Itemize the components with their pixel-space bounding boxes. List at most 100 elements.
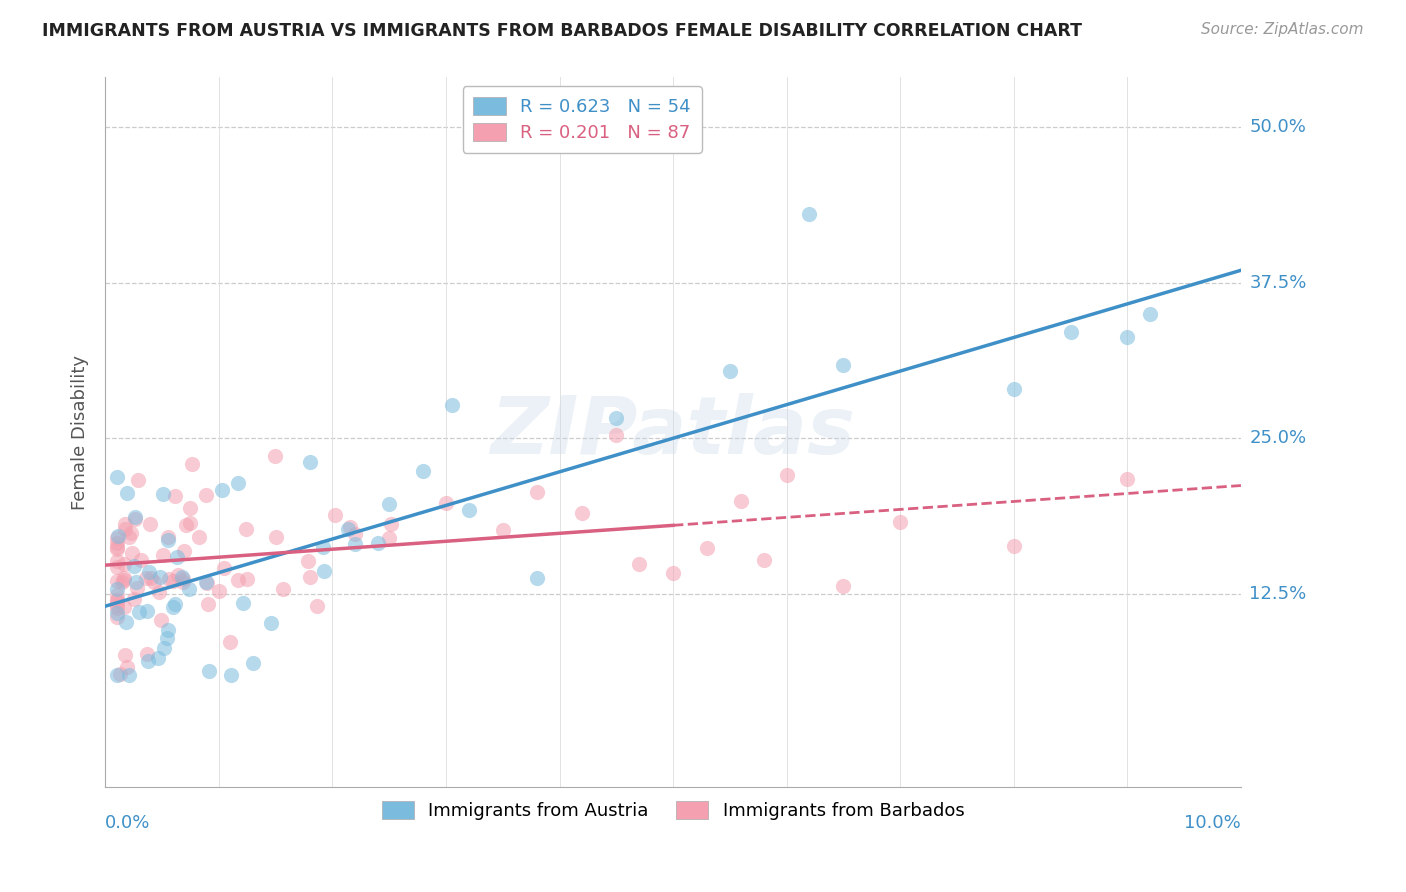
Legend: Immigrants from Austria, Immigrants from Barbados: Immigrants from Austria, Immigrants from… (374, 794, 972, 827)
Point (112, 573, 135, 587)
Point (242, 657, 264, 671)
Point (167, 568, 190, 582)
Point (344, 526, 367, 541)
Point (832, 579, 855, 593)
Point (141, 571, 163, 585)
Point (172, 572, 194, 586)
Point (124, 510, 146, 524)
Point (105, 542, 128, 557)
Point (166, 549, 188, 564)
Point (219, 635, 242, 649)
Point (105, 536, 128, 550)
Point (152, 548, 174, 562)
Point (105, 598, 128, 612)
Text: 37.5%: 37.5% (1250, 274, 1306, 292)
Point (226, 476, 249, 491)
Point (115, 485, 138, 500)
Point (124, 591, 146, 606)
Text: Source: ZipAtlas.com: Source: ZipAtlas.com (1201, 22, 1364, 37)
Point (226, 573, 249, 587)
Point (142, 575, 165, 590)
Point (111, 574, 134, 589)
Text: 0.0%: 0.0% (105, 814, 150, 832)
Point (152, 487, 174, 501)
Point (195, 488, 218, 502)
Point (105, 582, 128, 596)
Point (177, 582, 200, 596)
Point (112, 599, 135, 614)
Point (155, 631, 177, 645)
Point (127, 473, 149, 487)
Text: IMMIGRANTS FROM AUSTRIA VS IMMIGRANTS FROM BARBADOS FEMALE DISABILITY CORRELATIO: IMMIGRANTS FROM AUSTRIA VS IMMIGRANTS FR… (42, 22, 1083, 40)
Point (378, 531, 401, 545)
Text: ZIPatlas: ZIPatlas (491, 393, 856, 471)
Point (271, 582, 294, 597)
Point (172, 575, 194, 590)
Point (105, 574, 128, 588)
Point (1002, 382, 1025, 396)
Point (125, 581, 148, 595)
Point (172, 570, 194, 584)
Point (221, 667, 243, 681)
Point (112, 557, 135, 571)
Point (775, 468, 797, 483)
Point (236, 572, 259, 586)
Point (108, 666, 131, 681)
Point (165, 490, 187, 504)
Point (197, 665, 219, 679)
Point (339, 519, 361, 533)
Point (380, 516, 402, 531)
Point (297, 554, 319, 568)
Point (124, 512, 146, 526)
Point (105, 593, 128, 607)
Point (157, 623, 180, 637)
Point (367, 536, 389, 550)
Point (298, 454, 321, 468)
Point (162, 574, 184, 588)
Point (135, 604, 157, 618)
Point (118, 667, 141, 681)
Point (135, 571, 157, 585)
Point (208, 584, 231, 599)
Point (259, 616, 281, 631)
Point (344, 537, 367, 551)
Point (122, 559, 145, 574)
Point (139, 516, 162, 531)
Point (173, 544, 195, 558)
Point (179, 516, 201, 530)
Point (235, 522, 257, 536)
Point (120, 526, 142, 541)
Point (434, 495, 457, 509)
Text: 12.5%: 12.5% (1250, 585, 1306, 603)
Point (312, 564, 335, 578)
Point (662, 566, 685, 581)
Point (148, 585, 170, 599)
Point (571, 506, 593, 520)
Point (627, 557, 650, 571)
Point (323, 508, 346, 523)
Point (162, 599, 184, 614)
Point (174, 518, 197, 533)
Point (157, 572, 180, 586)
Point (105, 470, 128, 484)
Point (457, 502, 479, 516)
Point (378, 497, 401, 511)
Point (696, 541, 718, 555)
Point (118, 530, 141, 544)
Point (105, 610, 128, 624)
Point (412, 464, 434, 478)
Point (232, 596, 254, 610)
Point (1002, 539, 1025, 553)
Point (157, 530, 180, 544)
Point (264, 449, 287, 463)
Point (121, 546, 143, 560)
Point (194, 575, 217, 590)
Point (264, 530, 287, 544)
Point (832, 358, 855, 372)
Point (187, 530, 209, 544)
Point (138, 565, 160, 579)
Point (105, 560, 128, 574)
Point (105, 589, 128, 603)
Point (107, 528, 129, 542)
Point (128, 605, 150, 619)
